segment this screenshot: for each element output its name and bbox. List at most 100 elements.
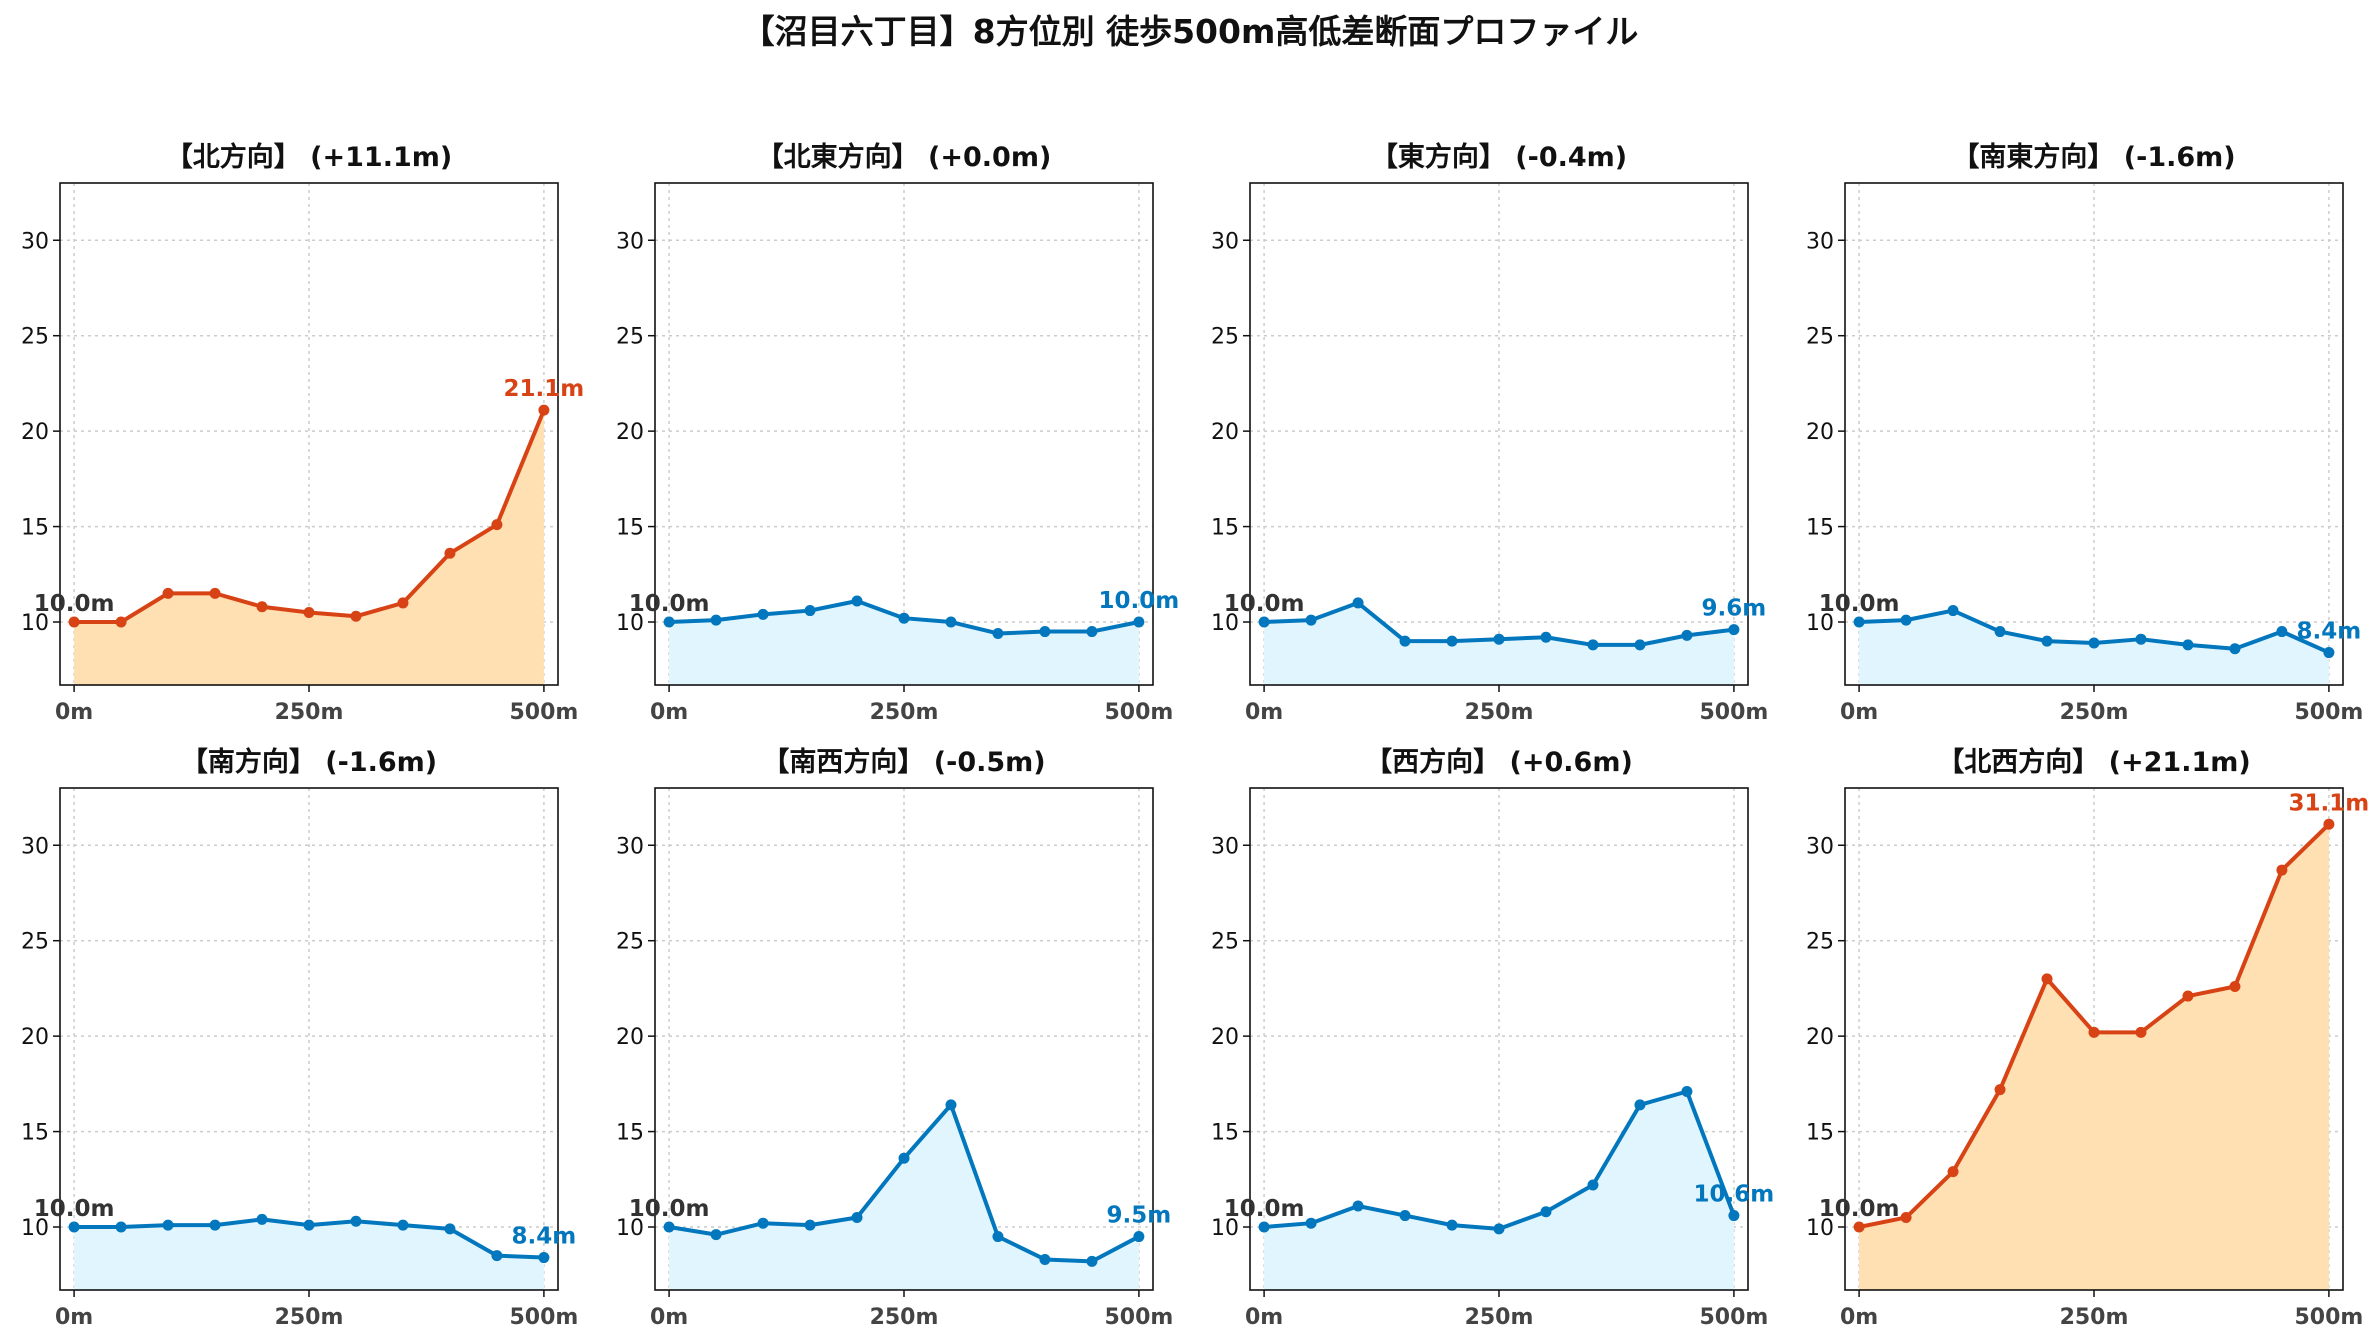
data-point bbox=[68, 1221, 80, 1233]
elevation-area bbox=[669, 1104, 1139, 1290]
end-elevation-label: 10.6m bbox=[1694, 1182, 1775, 1208]
data-point bbox=[1853, 1221, 1865, 1233]
data-point bbox=[2182, 639, 2194, 651]
elevation-area bbox=[1264, 1091, 1734, 1290]
elevation-area bbox=[74, 1219, 544, 1290]
panel-title: 【南西方向】 (-0.5m) bbox=[762, 746, 1045, 778]
y-tick-label: 25 bbox=[21, 325, 49, 350]
data-point bbox=[2088, 1026, 2100, 1038]
start-elevation-label: 10.0m bbox=[1819, 1196, 1900, 1222]
y-tick-label: 10 bbox=[21, 611, 49, 636]
panel-1: 【北東方向】 (+0.0m) 10 15 20 25 30 0m 250m 500m 10.0m 1… bbox=[616, 141, 1179, 725]
plot-frame bbox=[1249, 182, 1749, 686]
data-point bbox=[945, 616, 957, 628]
y-tick-label: 30 bbox=[1806, 229, 1834, 254]
data-point bbox=[115, 1221, 127, 1233]
data-point bbox=[2323, 647, 2335, 659]
x-tick-label: 250m bbox=[275, 1305, 344, 1330]
x-tick-label: 250m bbox=[1465, 1305, 1534, 1330]
y-tick-label: 15 bbox=[1806, 516, 1834, 541]
data-point bbox=[1728, 1210, 1740, 1222]
data-point bbox=[992, 1231, 1004, 1243]
y-tick-label: 20 bbox=[21, 1025, 49, 1050]
y-tick-label: 30 bbox=[1211, 229, 1239, 254]
y-tick-label: 25 bbox=[21, 930, 49, 955]
y-tick-label: 20 bbox=[616, 420, 644, 445]
panel-2: 【東方向】 (-0.4m) 10 15 20 25 30 0m 250m 500m 10.0m 9.… bbox=[1211, 141, 1768, 725]
data-point bbox=[1587, 1179, 1599, 1191]
panel-title: 【西方向】 (+0.6m) bbox=[1365, 746, 1633, 778]
y-tick-label: 20 bbox=[1211, 420, 1239, 445]
panel-title: 【南方向】 (-1.6m) bbox=[181, 746, 437, 778]
data-point bbox=[898, 612, 910, 624]
panel-title: 【北東方向】 (+0.0m) bbox=[757, 141, 1052, 173]
data-point bbox=[663, 616, 675, 628]
data-point bbox=[209, 1219, 221, 1231]
data-point bbox=[898, 1152, 910, 1164]
elevation-area bbox=[1859, 824, 2329, 1290]
data-point bbox=[162, 1219, 174, 1231]
x-tick-label: 500m bbox=[2294, 700, 2363, 725]
x-tick-label: 0m bbox=[1840, 700, 1878, 725]
panel-0: 【北方向】 (+11.1m) 10 15 20 25 30 0m 250m 500m 10.0m 2… bbox=[21, 141, 584, 725]
y-tick-label: 25 bbox=[616, 325, 644, 350]
data-point bbox=[945, 1099, 957, 1111]
start-elevation-label: 10.0m bbox=[34, 591, 115, 617]
data-point bbox=[2088, 637, 2100, 649]
elevation-area bbox=[669, 601, 1139, 685]
x-tick-label: 250m bbox=[2060, 1305, 2129, 1330]
start-elevation-label: 10.0m bbox=[34, 1196, 115, 1222]
data-point bbox=[1305, 614, 1317, 626]
y-tick-label: 30 bbox=[21, 229, 49, 254]
data-point bbox=[757, 608, 769, 620]
panel-5: 【南西方向】 (-0.5m) 10 15 20 25 30 0m 250m 500m 10.0m 9… bbox=[616, 746, 1173, 1330]
data-point bbox=[1900, 1211, 1912, 1223]
y-tick-label: 15 bbox=[616, 516, 644, 541]
x-tick-label: 0m bbox=[55, 1305, 93, 1330]
start-elevation-label: 10.0m bbox=[1224, 1196, 1305, 1222]
y-tick-label: 30 bbox=[616, 834, 644, 859]
start-elevation-label: 10.0m bbox=[1819, 591, 1900, 617]
y-tick-label: 10 bbox=[1211, 611, 1239, 636]
data-point bbox=[1947, 1166, 1959, 1178]
panel-title: 【南東方向】 (-1.6m) bbox=[1952, 141, 2235, 173]
y-tick-label: 15 bbox=[21, 516, 49, 541]
y-tick-label: 25 bbox=[1806, 930, 1834, 955]
panel-6: 【西方向】 (+0.6m) 10 15 20 25 30 0m 250m 500m 10.0m 10… bbox=[1211, 746, 1774, 1330]
data-point bbox=[1728, 624, 1740, 636]
data-point bbox=[1446, 635, 1458, 647]
panel-4: 【南方向】 (-1.6m) 10 15 20 25 30 0m 250m 500m 10.0m 8.… bbox=[21, 746, 578, 1330]
y-tick-label: 25 bbox=[1211, 325, 1239, 350]
data-point bbox=[350, 1215, 362, 1227]
y-tick-label: 10 bbox=[21, 1216, 49, 1241]
start-elevation-label: 10.0m bbox=[1224, 591, 1305, 617]
data-point bbox=[2276, 626, 2288, 638]
data-point bbox=[538, 404, 550, 416]
data-point bbox=[256, 1213, 268, 1225]
data-point bbox=[1634, 639, 1646, 651]
panel-3: 【南東方向】 (-1.6m) 10 15 20 25 30 0m 250m 500m 10.0m 8… bbox=[1806, 141, 2363, 725]
data-point bbox=[209, 587, 221, 599]
x-tick-label: 0m bbox=[650, 700, 688, 725]
data-point bbox=[663, 1221, 675, 1233]
data-point bbox=[538, 1252, 550, 1264]
x-tick-label: 0m bbox=[1245, 700, 1283, 725]
x-tick-label: 0m bbox=[55, 700, 93, 725]
plot-frame bbox=[654, 182, 1154, 686]
data-point bbox=[2041, 635, 2053, 647]
start-elevation-label: 10.0m bbox=[629, 591, 710, 617]
data-point bbox=[2229, 981, 2241, 993]
data-point bbox=[992, 627, 1004, 639]
end-elevation-label: 21.1m bbox=[504, 376, 585, 402]
plot-frame bbox=[1844, 182, 2344, 686]
data-point bbox=[1493, 1223, 1505, 1235]
data-point bbox=[710, 614, 722, 626]
data-point bbox=[1305, 1217, 1317, 1229]
data-point bbox=[2041, 973, 2053, 985]
plot-frame bbox=[59, 787, 559, 1291]
x-tick-label: 500m bbox=[509, 1305, 578, 1330]
y-tick-label: 10 bbox=[616, 611, 644, 636]
y-tick-label: 20 bbox=[21, 420, 49, 445]
